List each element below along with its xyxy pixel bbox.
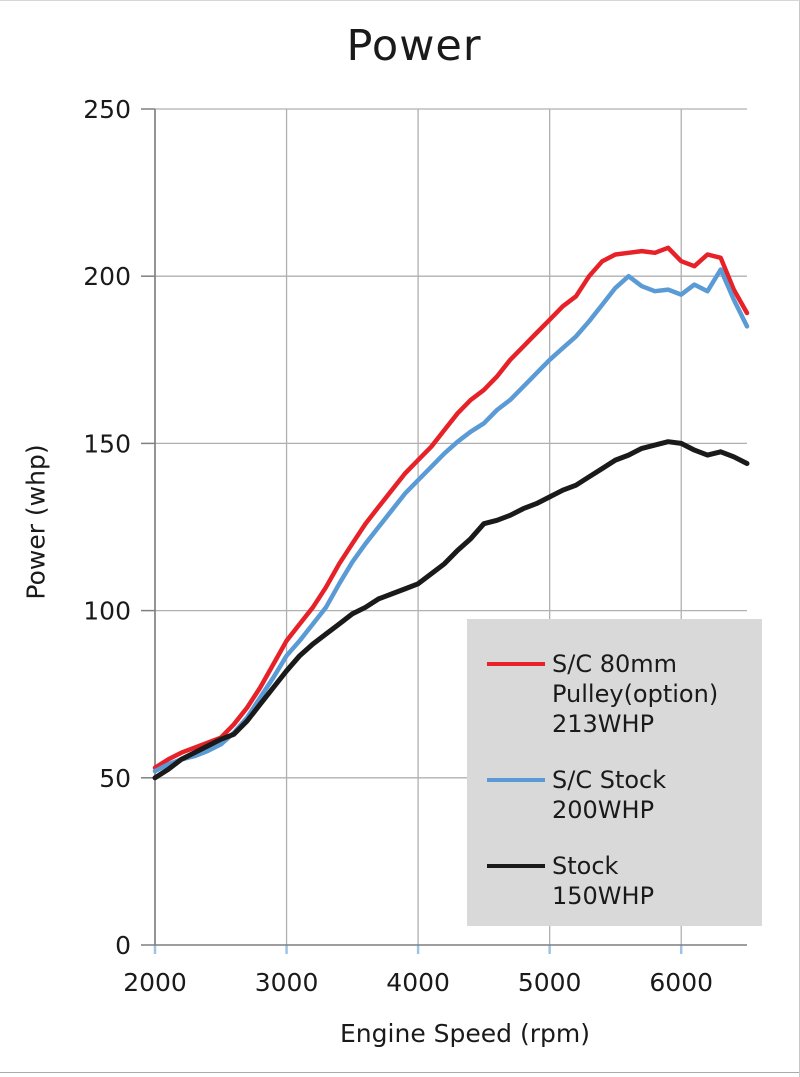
legend-label-line: S/C 80mm bbox=[552, 650, 678, 678]
legend-entry-2: Stock 150WHP bbox=[487, 851, 762, 911]
x-tick-label: 4000 bbox=[386, 968, 450, 997]
legend-entry-1: S/C Stock 200WHP bbox=[487, 765, 762, 825]
chart-title: Power bbox=[346, 21, 482, 71]
x-tick-label: 3000 bbox=[255, 968, 319, 997]
y-tick-label: 200 bbox=[83, 262, 131, 291]
legend-line-swatch bbox=[487, 864, 545, 868]
legend-label-line: Stock bbox=[552, 852, 619, 880]
legend-entry-0: S/C 80mm Pulley(option) 213WHP bbox=[487, 649, 762, 739]
series-line-0 bbox=[152, 245, 750, 771]
series-line-1 bbox=[152, 267, 750, 774]
legend-line-swatch bbox=[487, 662, 545, 666]
legend-line-swatch bbox=[487, 778, 545, 782]
x-tick-label: 5000 bbox=[518, 968, 582, 997]
legend: S/C 80mm Pulley(option) 213WHP S/C Stock 200… bbox=[467, 619, 762, 926]
series-line-2 bbox=[152, 439, 750, 781]
y-tick-label: 0 bbox=[115, 931, 131, 960]
legend-label-line: S/C Stock bbox=[552, 766, 667, 794]
x-tick-label: 2000 bbox=[123, 968, 187, 997]
y-tick-label: 150 bbox=[83, 429, 131, 458]
y-axis-title: Power (whp) bbox=[21, 444, 51, 600]
x-tick-label: 6000 bbox=[649, 968, 713, 997]
x-axis-title: Engine Speed (rpm) bbox=[340, 1019, 590, 1048]
legend-label-line: Pulley(option) bbox=[552, 680, 719, 708]
y-tick-label: 250 bbox=[83, 95, 131, 124]
legend-label: S/C 80mm Pulley(option) 213WHP bbox=[552, 649, 718, 739]
bottom-border-strip bbox=[0, 1072, 799, 1077]
y-tick-label: 100 bbox=[83, 597, 131, 626]
legend-label: S/C Stock 200WHP bbox=[552, 765, 666, 825]
legend-label-line: 213WHP bbox=[552, 710, 655, 738]
legend-label-line: 150WHP bbox=[552, 882, 655, 910]
legend-label: Stock 150WHP bbox=[552, 851, 654, 911]
legend-label-line: 200WHP bbox=[552, 796, 655, 824]
y-tick-label: 50 bbox=[99, 764, 131, 793]
